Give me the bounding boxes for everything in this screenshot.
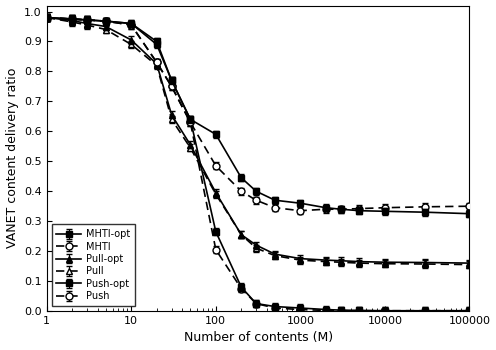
Y-axis label: VANET content delivery ratio: VANET content delivery ratio: [5, 68, 18, 248]
Legend: MHTI-opt, MHTI, Pull-opt, Pull, Push-opt, Push: MHTI-opt, MHTI, Pull-opt, Pull, Push-opt…: [52, 224, 135, 306]
X-axis label: Number of contents (M): Number of contents (M): [184, 331, 333, 344]
